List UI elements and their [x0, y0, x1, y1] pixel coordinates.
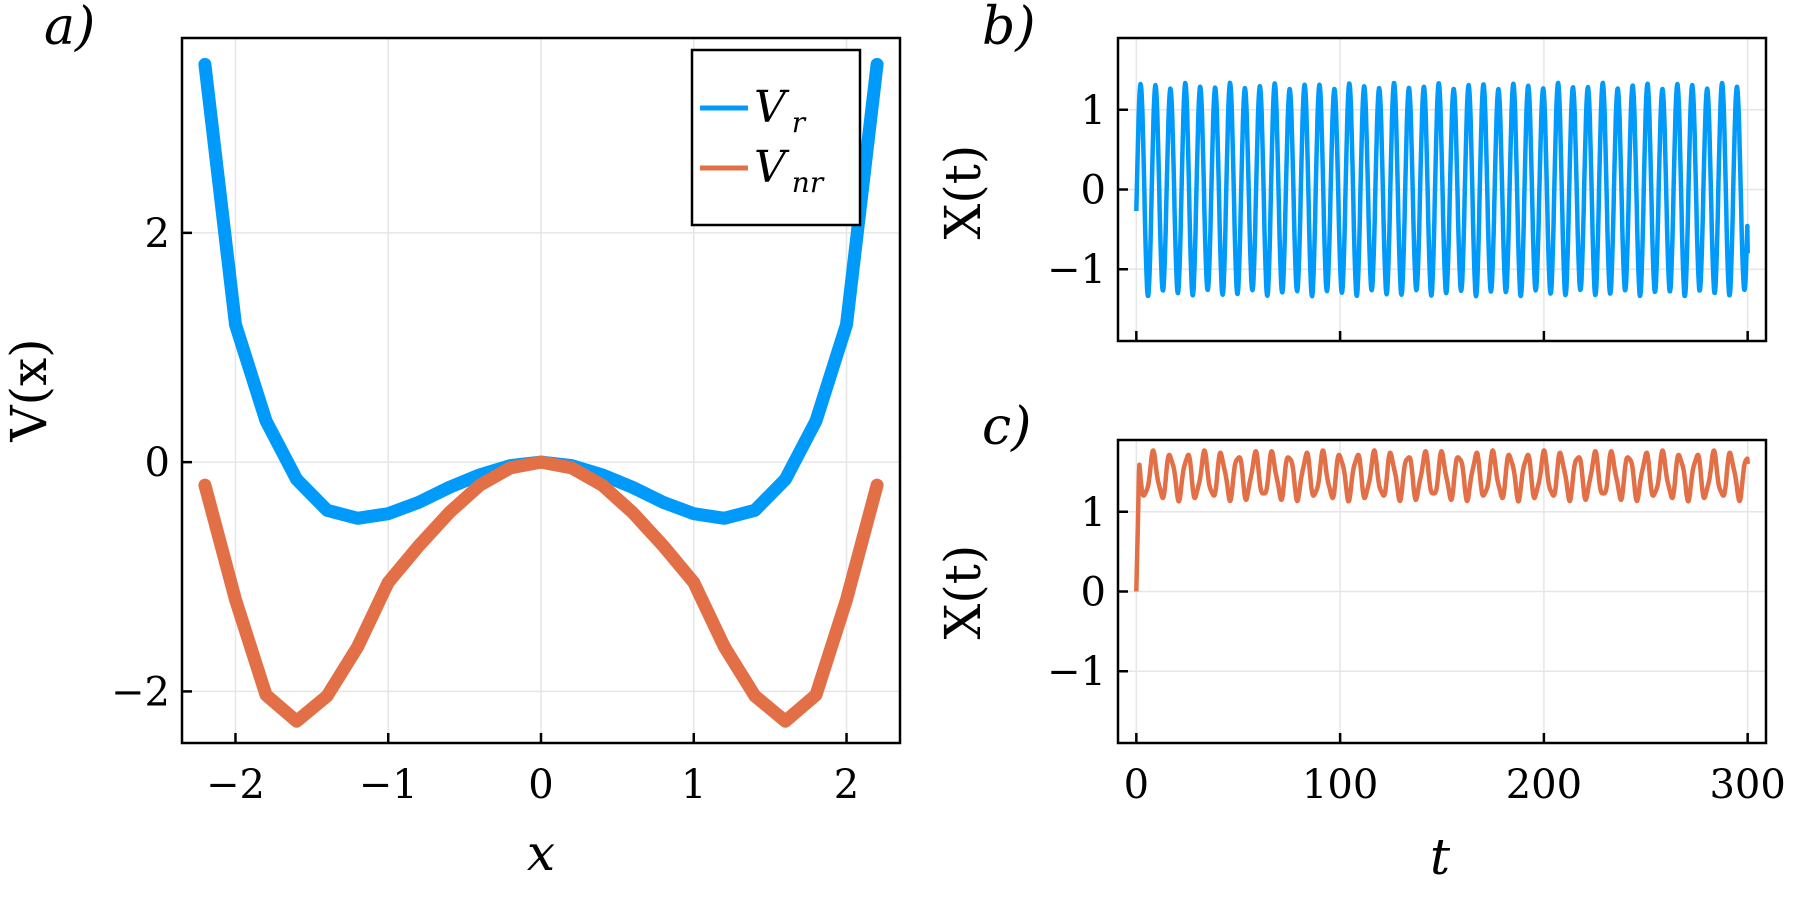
panel-b-ylabel: X(t): [934, 145, 992, 240]
series-line-xrt: [1134, 80, 1750, 299]
series-line-vnr: [198, 455, 884, 728]
tick-label-y: −1: [1047, 247, 1106, 293]
tick-label-x: 200: [1506, 762, 1582, 808]
legend-sub-vr: r: [792, 106, 807, 139]
tick-label-y: 1: [1081, 88, 1106, 134]
panel-b-label: b): [982, 0, 1036, 57]
panel-b: b) −1 0 1 X(t): [934, 0, 1768, 343]
tick-label-y: 0: [1081, 168, 1106, 214]
panel-c: c) 0 100 200 300 −1 0 1 t X(t): [934, 397, 1786, 886]
tick-label-x: 0: [1124, 762, 1149, 808]
tick-label-x: 300: [1709, 762, 1785, 808]
panel-c-ticks: 0 100 200 300 −1 0 1: [1047, 490, 1786, 808]
panel-c-grid: [1118, 440, 1766, 743]
panel-a-ticks: −2 −1 0 1 2 −2 0 2: [111, 211, 859, 808]
panel-a-series: [198, 57, 884, 728]
tick-label-y: −1: [1047, 649, 1106, 695]
tick-label-x: 2: [834, 762, 859, 808]
panel-c-series: [1134, 448, 1750, 592]
tick-label-x: 0: [528, 762, 553, 808]
legend-main-vr: V: [754, 82, 790, 133]
panel-c-ylabel: X(t): [934, 545, 992, 640]
tick-label-x: −1: [359, 762, 418, 808]
panel-c-xlabel: t: [1430, 828, 1451, 886]
tick-label-x: 1: [681, 762, 706, 808]
panel-a-ylabel: V(x): [0, 338, 58, 442]
tick-label-y: 2: [145, 211, 170, 257]
panel-b-ticks: −1 0 1: [1047, 88, 1749, 341]
legend-sub-vnr: nr: [792, 166, 825, 199]
panel-c-label: c): [982, 397, 1031, 457]
tick-label-y: −2: [111, 669, 170, 715]
legend-main-vnr: V: [754, 142, 790, 193]
tick-label-x: 100: [1302, 762, 1378, 808]
tick-label-x: −2: [206, 762, 265, 808]
tick-label-y: 1: [1081, 490, 1106, 536]
legend-box: [690, 48, 862, 227]
series-line-xnrt: [1134, 448, 1750, 592]
panel-a-label: a): [44, 0, 95, 57]
panel-a-xlabel: x: [527, 824, 555, 882]
tick-label-y: 0: [145, 440, 170, 486]
panel-b-series: [1134, 80, 1750, 299]
tick-label-y: 0: [1081, 570, 1106, 616]
